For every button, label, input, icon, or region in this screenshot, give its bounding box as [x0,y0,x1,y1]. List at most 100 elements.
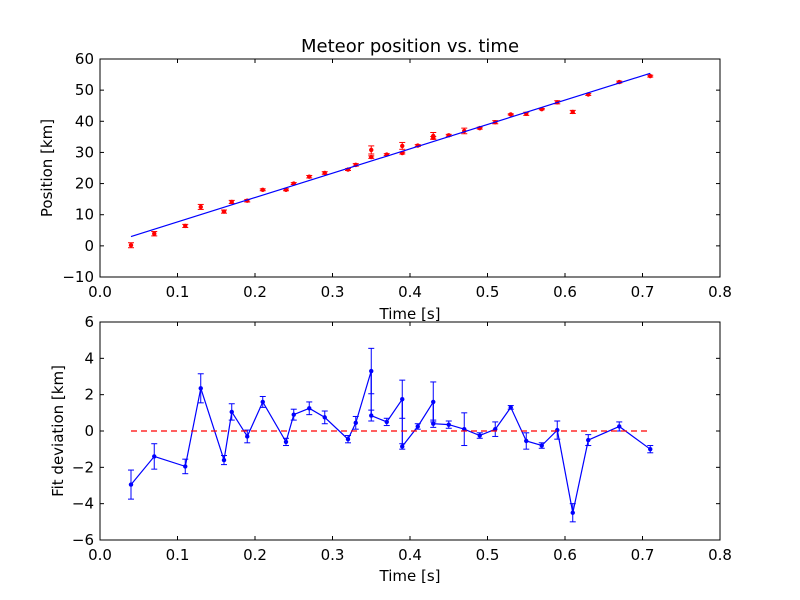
data-point [152,231,157,236]
position-y-tick-label: 40 [75,112,94,130]
data-point [524,438,529,444]
deviation-x-tick-label: 0.8 [708,546,732,564]
deviation-x-tick-label: 0.5 [476,546,500,564]
position-x-tick-label: 0.5 [476,283,500,301]
position-x-tick-label: 0.6 [553,283,577,301]
data-point [369,154,374,160]
data-point [508,112,513,117]
data-point [307,406,312,411]
position-y-tick-label: 10 [75,206,94,224]
data-point [586,437,591,443]
data-point [400,444,405,449]
data-point [617,424,622,429]
data-point [400,397,405,402]
position-x-tick-label: 0.2 [243,283,267,301]
data-point [198,204,203,210]
data-point [353,420,358,426]
position-x-tick-label: 0.4 [398,283,422,301]
data-point [648,73,653,79]
data-point [493,426,498,432]
data-point [415,424,420,429]
deviation-x-tick-label: 0.7 [631,546,655,564]
chart-title: Meteor position vs. time [301,36,519,57]
data-point [128,482,134,487]
position-y-axis-label: Position [km] [38,119,56,217]
data-point [183,223,188,229]
data-point [446,422,451,427]
data-point [431,421,436,426]
data-point [128,243,134,248]
data-point [221,457,227,463]
position-y-tick-label: −10 [62,268,94,286]
data-point [400,143,405,149]
deviation-y-tick-label: 2 [84,386,94,404]
data-point [283,439,289,445]
position-x-tick-label: 0.3 [321,283,345,301]
data-point [221,209,227,214]
deviation-y-tick-label: 6 [84,313,94,331]
deviation-plot-area [128,347,654,523]
position-axes-frame [99,58,721,278]
deviation-x-axis-label: Time [s] [379,567,441,585]
data-point [183,464,188,469]
deviation-y-tick-label: 4 [84,349,94,367]
deviation-y-tick-label: −4 [72,495,94,513]
deviation-axes-ticks: 0.0 0.1 0.2 0.3 0.4 0.5 0.6 0.7 0.8 −6 −4 −2 0 2 4 6 [72,313,732,564]
data-point [431,133,436,139]
position-y-tick-label: 0 [84,237,94,255]
deviation-panel: 0.0 0.1 0.2 0.3 0.4 0.5 0.6 0.7 0.8 −6 −4 −2 0 2 4 6 Ti… [49,313,732,585]
data-point [570,109,575,115]
deviation-x-tick-label: 0.1 [166,546,190,564]
data-point [260,187,265,192]
deviation-axes-frame [99,321,721,541]
residual-line [130,370,651,513]
data-point [291,412,296,417]
data-point [322,415,327,420]
deviation-y-tick-label: −2 [72,458,94,476]
deviation-x-tick-label: 0.0 [88,546,112,564]
data-point [369,147,374,153]
data-point [245,434,250,439]
data-point [431,399,436,405]
position-x-tick-label: 0.1 [166,283,190,301]
position-y-tick-label: 30 [75,143,94,161]
data-point [648,446,653,452]
deviation-x-tick-label: 0.4 [398,546,422,564]
data-point [345,436,351,442]
data-point [198,386,203,391]
position-axes-ticks: 0.0 0.1 0.2 0.3 0.4 0.5 0.6 0.7 0.8 −10 0 10 20 30 40 5… [62,50,732,301]
position-y-tick-label: 50 [75,81,94,99]
data-point [152,454,157,459]
position-y-tick-label: 20 [75,175,94,193]
data-point [322,170,327,176]
deviation-y-axis-label: Fit deviation [km] [49,365,67,497]
position-x-tick-label: 0.8 [708,283,732,301]
data-point [508,405,513,410]
deviation-x-tick-label: 0.3 [321,546,345,564]
position-plot-area [128,72,654,249]
position-x-tick-label: 0.7 [631,283,655,301]
data-point [555,427,560,433]
data-point [229,409,234,415]
data-point [307,174,312,179]
data-point [477,433,482,438]
deviation-y-tick-label: 0 [84,422,94,440]
data-point [229,199,234,205]
deviation-x-tick-label: 0.2 [243,546,267,564]
fit-line [130,72,651,238]
data-point [369,413,374,418]
position-panel: Meteor position vs. time 0.0 0.1 0.2 0.3 0.4… [38,36,732,323]
data-point [570,510,575,515]
position-y-tick-label: 60 [75,50,94,68]
data-point [462,426,467,432]
position-x-tick-label: 0.0 [88,283,112,301]
data-point [384,419,389,425]
deviation-x-tick-label: 0.6 [553,546,577,564]
data-point [539,443,544,448]
data-point [369,368,374,374]
position-x-axis-label: Time [s] [379,305,441,323]
data-point [260,399,265,405]
deviation-y-tick-label: −6 [72,531,94,549]
